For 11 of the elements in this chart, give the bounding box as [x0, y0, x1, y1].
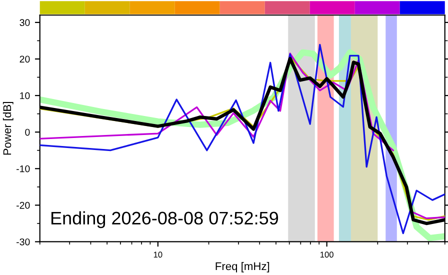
annotation: Ending 2026-08-08 07:52:59 [51, 211, 278, 228]
y-tick-label: 0 [25, 128, 30, 136]
y-tick-label: -20 [16, 202, 30, 209]
y-tick-label: 10 [20, 92, 30, 100]
y-axis-title: Power [dB] [2, 102, 14, 155]
x-tick-label: 100 [320, 252, 334, 258]
y-tick-label: -30 [16, 238, 30, 246]
y-tick-label: 20 [20, 56, 30, 63]
y-tick-label: -10 [16, 165, 30, 172]
y-tick-label: 30 [20, 19, 30, 26]
x-axis-title: Freq [mHz] [216, 262, 270, 272]
